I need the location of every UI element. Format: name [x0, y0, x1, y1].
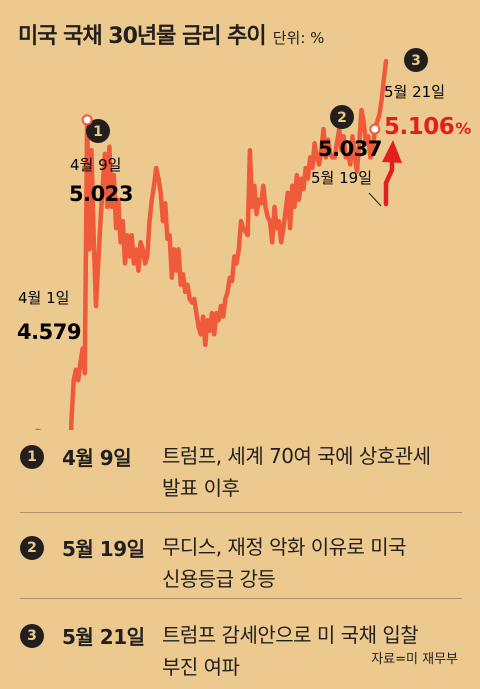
- event-desc-2-line2: 신용등급 강등: [162, 563, 458, 595]
- event-desc-2-line1: 무디스, 재정 악화 이유로 미국: [162, 531, 458, 563]
- annotation-1-value: 5.023: [69, 182, 133, 206]
- event-date-3: 5월 21일: [62, 621, 145, 650]
- event-desc-3-line1: 트럼프 감세안으로 미 국채 입찰: [162, 619, 458, 651]
- chart-area: 4월 1일 4.579 1 4월 9일 5.023 2 5.037 5월 21일…: [0, 0, 480, 430]
- event-desc-1: 트럼프, 세계 70여 국에 상호관세 발표 이후: [162, 440, 458, 504]
- start-date-label: 4월 1일: [18, 289, 69, 307]
- event-badge-3: 3: [20, 624, 44, 648]
- rise-arrow-head: [382, 140, 402, 163]
- annotation-badge-2-number: 2: [337, 110, 347, 126]
- annotation-2-date-visible: 5월 19일: [311, 169, 372, 187]
- event-desc-1-line2: 발표 이후: [162, 472, 458, 504]
- event-row-3: 3 5월 21일 트럼프 감세안으로 미 국채 입찰 부진 여파: [20, 599, 462, 689]
- source-label: 자료=미 재무부: [371, 648, 458, 667]
- annotation-1-date: 4월 9일: [70, 156, 121, 174]
- annotation-badge-1-number: 1: [93, 124, 103, 140]
- annotation-2-leader: [369, 193, 381, 206]
- event-row-1: 1 4월 9일 트럼프, 세계 70여 국에 상호관세 발표 이후: [20, 430, 462, 513]
- event-desc-1-line1: 트럼프, 세계 70여 국에 상호관세: [162, 440, 458, 472]
- event-row-2: 2 5월 19일 무디스, 재정 악화 이유로 미국 신용등급 강등: [20, 513, 462, 599]
- event-date-1: 4월 9일: [62, 442, 131, 471]
- peak-point-marker-may19: [370, 125, 379, 134]
- rise-arrow-shaft: [386, 160, 392, 204]
- annotation-3-date: 5월 21일: [384, 83, 445, 101]
- event-desc-2: 무디스, 재정 악화 이유로 미국 신용등급 강등: [162, 531, 458, 595]
- peak-point-marker-apr9: [83, 115, 92, 124]
- event-badge-2: 2: [20, 536, 44, 560]
- annotation-2-value: 5.037: [318, 137, 382, 161]
- annotation-3-value: 5.106%: [384, 114, 471, 140]
- start-value-label: 4.579: [17, 320, 81, 344]
- event-date-2: 5월 19일: [62, 533, 145, 562]
- annotation-badge-3-number: 3: [411, 53, 421, 69]
- event-badge-1: 1: [20, 445, 44, 469]
